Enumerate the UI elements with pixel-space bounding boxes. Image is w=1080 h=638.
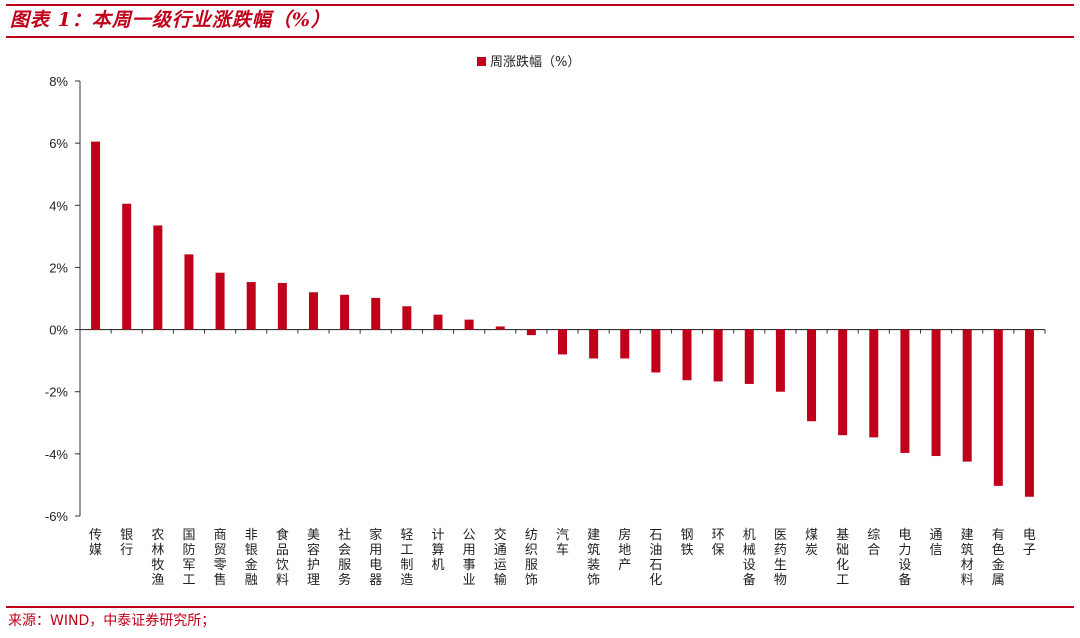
x-tick-label: 房地产 — [618, 527, 631, 573]
x-tick-label: 有色金属 — [992, 528, 1005, 588]
x-tick-label: 纺织服饰 — [525, 528, 538, 588]
y-tick-label: 6% — [49, 136, 68, 151]
bar — [682, 329, 692, 381]
bar — [775, 329, 785, 392]
bar — [433, 314, 443, 330]
bar — [713, 329, 723, 382]
x-tick-label: 轻工制造 — [400, 528, 413, 588]
bar — [308, 292, 318, 330]
bar — [931, 329, 941, 457]
title-bottom-rule — [6, 36, 1074, 38]
bar — [495, 326, 505, 330]
bar — [620, 329, 630, 359]
bar — [1024, 329, 1034, 497]
source-note: 来源：WIND，中泰证券研究所； — [8, 613, 216, 629]
x-tick-label: 家用电器 — [369, 527, 382, 588]
bar — [807, 329, 817, 422]
x-tick-label: 美容护理 — [307, 528, 320, 588]
x-tick-label: 国防军工 — [182, 528, 195, 588]
x-tick-label: 钢铁 — [681, 528, 694, 558]
bar — [993, 329, 1003, 486]
source-top-rule — [6, 606, 1074, 608]
figure-title: 图表 1：本周一级行业涨跌幅（%） — [10, 9, 331, 31]
x-tick-label: 建筑材料 — [961, 528, 974, 588]
y-tick-label: 4% — [49, 198, 68, 213]
bar — [371, 297, 381, 330]
legend-label: 周涨跌幅（%） — [490, 54, 580, 70]
x-tick-label: 基础化工 — [836, 528, 849, 588]
bar — [900, 329, 910, 453]
x-tick-label: 汽车 — [556, 528, 569, 558]
x-tick-label: 银行 — [120, 528, 133, 558]
bar — [962, 329, 972, 462]
y-tick-label: 0% — [49, 323, 68, 338]
x-tick-label: 商贸零售 — [214, 528, 227, 588]
bar — [589, 329, 599, 359]
x-tick-label: 石油石化 — [649, 528, 662, 588]
x-tick-label: 机械设备 — [743, 528, 756, 588]
x-tick-label: 电子 — [1023, 528, 1036, 558]
x-tick-label: 环保 — [712, 528, 725, 558]
bar — [277, 282, 287, 330]
legend-swatch — [477, 57, 486, 66]
bar — [558, 329, 567, 355]
x-tick-label: 非银金融 — [245, 528, 258, 588]
bar — [215, 272, 225, 330]
x-tick-label: 建筑装饰 — [587, 528, 600, 588]
bar — [340, 294, 350, 330]
x-tick-label: 煤炭 — [805, 528, 818, 558]
x-tick-label: 医药生物 — [774, 528, 787, 588]
bar — [869, 329, 879, 438]
x-tick-label: 交通运输 — [494, 527, 507, 588]
bar — [651, 329, 661, 373]
x-tick-label: 社会服务 — [338, 527, 351, 588]
bar — [91, 141, 101, 330]
y-tick-label: 2% — [49, 260, 68, 275]
bar — [526, 329, 536, 336]
x-tick-label: 食品饮料 — [276, 527, 289, 588]
x-tick-label: 农林牧渔 — [151, 528, 164, 588]
y-tick-label: -6% — [45, 509, 69, 524]
x-tick-label: 电力设备 — [898, 528, 911, 588]
bar — [153, 225, 163, 330]
title-top-rule — [6, 4, 1074, 6]
bar — [122, 203, 132, 330]
bar — [184, 254, 194, 330]
x-tick-label: 计算机 — [431, 528, 444, 573]
y-tick-label: -4% — [45, 447, 69, 462]
x-tick-label: 综合 — [867, 528, 880, 558]
bar — [464, 319, 474, 330]
x-tick-label: 通信 — [930, 528, 943, 558]
y-tick-label: 8% — [49, 74, 68, 89]
bar — [402, 306, 412, 330]
bar — [744, 329, 754, 384]
bar — [838, 329, 848, 436]
bar — [246, 282, 256, 330]
x-tick-label: 传媒 — [89, 528, 102, 558]
x-tick-label: 公用事业 — [463, 528, 476, 588]
y-tick-label: -2% — [45, 385, 69, 400]
